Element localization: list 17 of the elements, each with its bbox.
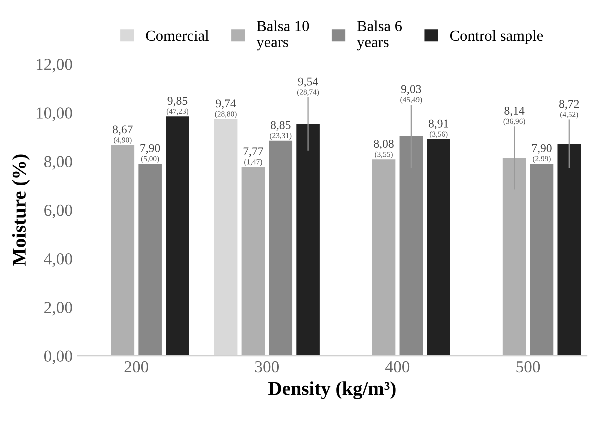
y-tick-label: 2,00 (44, 302, 72, 316)
x-tick-label: 300 (255, 361, 280, 373)
y-tick-label: 8,00 (44, 156, 72, 170)
y-tick-label: 6,00 (44, 204, 72, 219)
y-tick-label: 0,00 (44, 350, 72, 364)
legend-label: Balsa 6 years (357, 20, 402, 51)
legend-label: Balsa 10 years (256, 20, 310, 51)
y-tick-label: 12,00 (36, 59, 72, 73)
x-tick-label: 400 (386, 361, 410, 373)
legend-label: Control sample (450, 30, 544, 44)
y-tick-label: 10,00 (36, 108, 72, 122)
x-tick-label: 500 (516, 361, 540, 373)
y-axis-title: Moisture (%) (12, 154, 30, 266)
y-tick-label: 4,00 (44, 254, 72, 268)
x-axis-title: Density (kg/m³) (268, 382, 396, 400)
legend-label: Comercial (146, 30, 210, 42)
x-tick-label: 200 (124, 361, 148, 373)
